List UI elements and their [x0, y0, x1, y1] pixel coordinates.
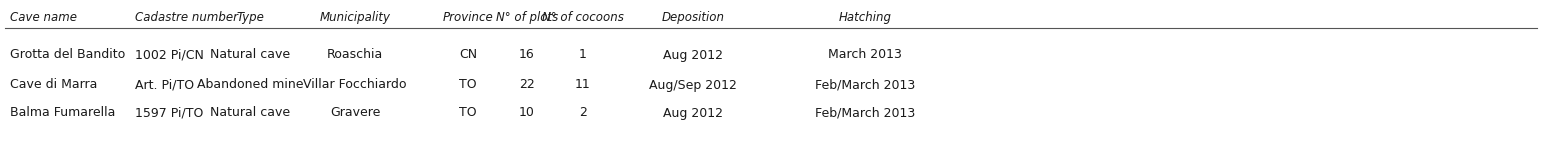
- Text: 10: 10: [520, 107, 535, 120]
- Text: Natural cave: Natural cave: [210, 107, 290, 120]
- Text: Type: Type: [236, 11, 264, 24]
- Text: Aug/Sep 2012: Aug/Sep 2012: [649, 78, 737, 91]
- Text: Aug 2012: Aug 2012: [663, 49, 723, 61]
- Text: March 2013: March 2013: [828, 49, 902, 61]
- Text: Cave name: Cave name: [9, 11, 77, 24]
- Text: CN: CN: [460, 49, 476, 61]
- Text: Abandoned mine: Abandoned mine: [197, 78, 304, 91]
- Text: 11: 11: [575, 78, 591, 91]
- Text: 1002 Pi/CN: 1002 Pi/CN: [136, 49, 204, 61]
- Text: N° of cocoons: N° of cocoons: [543, 11, 625, 24]
- Text: Hatching: Hatching: [839, 11, 891, 24]
- Text: 2: 2: [580, 107, 588, 120]
- Text: Roaschia: Roaschia: [327, 49, 382, 61]
- Text: N° of plots: N° of plots: [497, 11, 558, 24]
- Text: Art. Pi/TO: Art. Pi/TO: [136, 78, 194, 91]
- Text: TO: TO: [460, 107, 476, 120]
- Text: Balma Fumarella: Balma Fumarella: [9, 107, 116, 120]
- Text: Feb/March 2013: Feb/March 2013: [814, 78, 914, 91]
- Text: Deposition: Deposition: [662, 11, 725, 24]
- Text: 16: 16: [520, 49, 535, 61]
- Text: Province: Province: [443, 11, 493, 24]
- Text: TO: TO: [460, 78, 476, 91]
- Text: Grotta del Bandito: Grotta del Bandito: [9, 49, 125, 61]
- Text: Municipality: Municipality: [319, 11, 390, 24]
- Text: Natural cave: Natural cave: [210, 49, 290, 61]
- Text: 1597 Pi/TO: 1597 Pi/TO: [136, 107, 204, 120]
- Text: Gravere: Gravere: [330, 107, 381, 120]
- Text: Villar Focchiardo: Villar Focchiardo: [304, 78, 407, 91]
- Text: Cave di Marra: Cave di Marra: [9, 78, 97, 91]
- Text: Aug 2012: Aug 2012: [663, 107, 723, 120]
- Text: 22: 22: [520, 78, 535, 91]
- Text: Feb/March 2013: Feb/March 2013: [814, 107, 914, 120]
- Text: 1: 1: [580, 49, 588, 61]
- Text: Cadastre number: Cadastre number: [136, 11, 237, 24]
